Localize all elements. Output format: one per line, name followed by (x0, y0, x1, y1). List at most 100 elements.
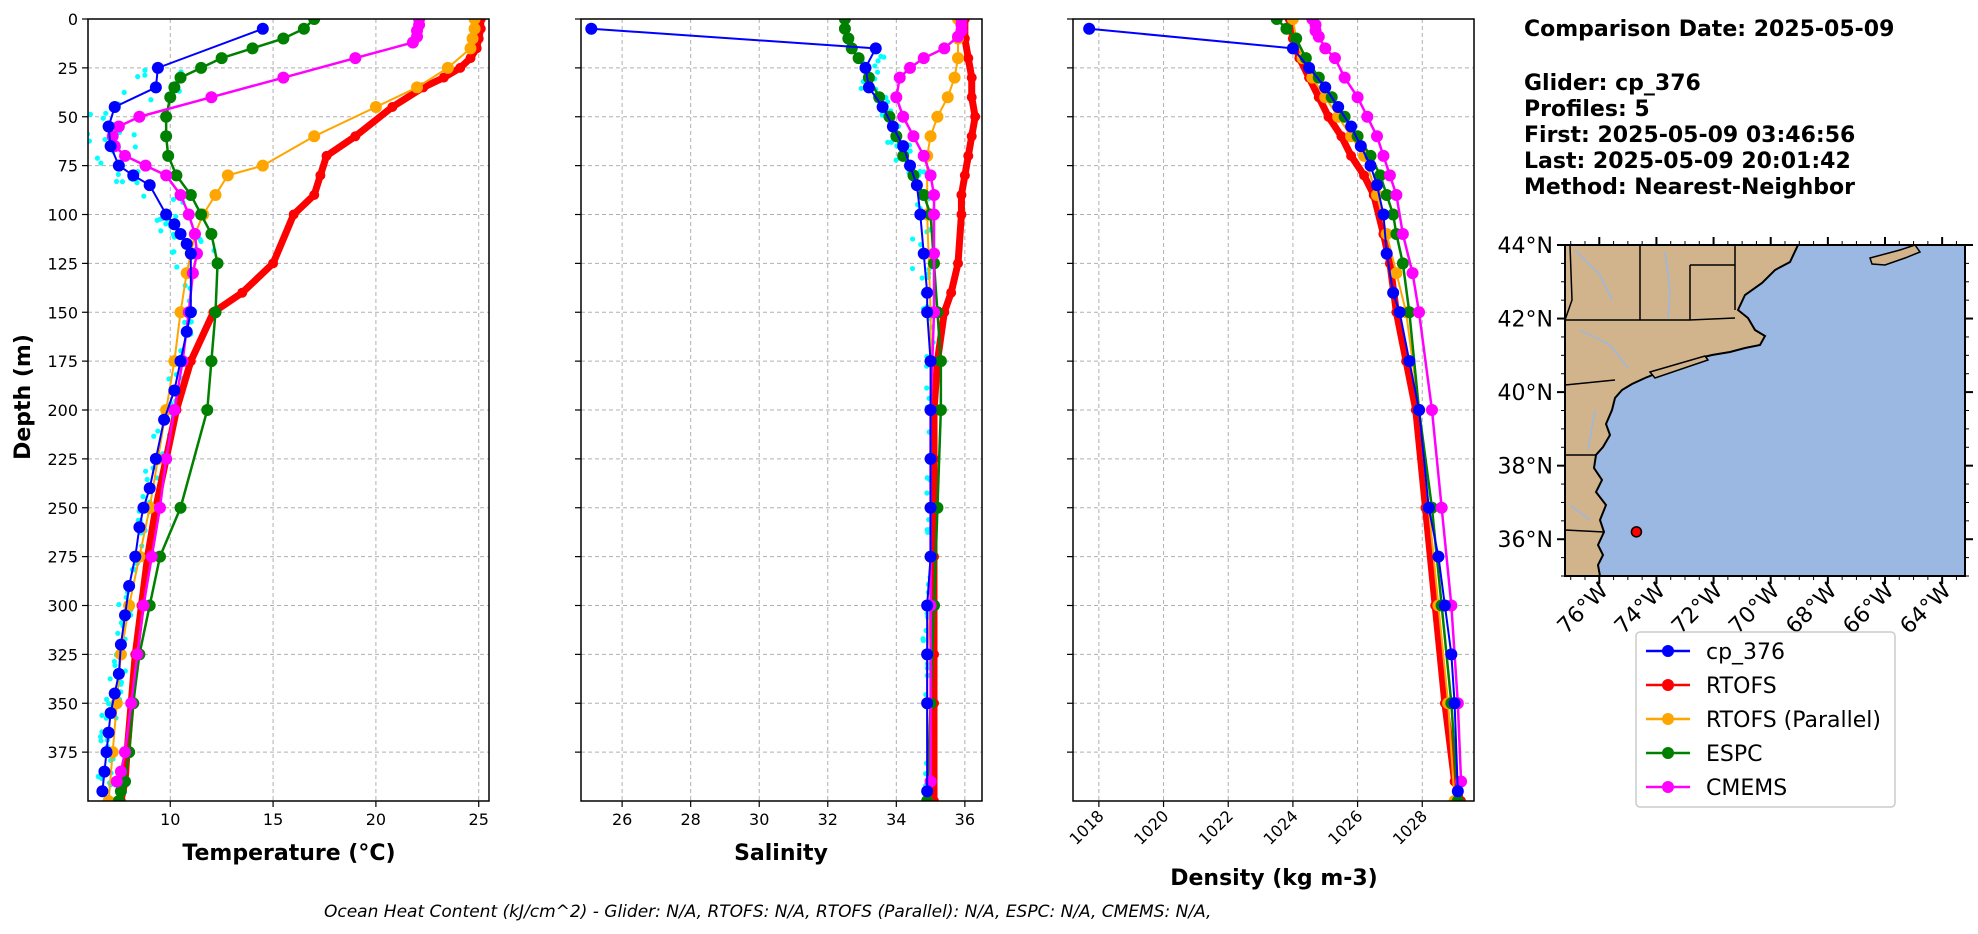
series-point-cp-376 (96, 785, 109, 798)
scatter-point (100, 115, 106, 121)
plot-area-2 (585, 19, 981, 801)
scatter-point (909, 236, 916, 242)
series-point-cp-376 (921, 648, 934, 661)
xlabel-density: Density (kg m-3) (1170, 866, 1378, 891)
series-point-espc (160, 130, 173, 143)
ytick-label: 250 (47, 499, 78, 518)
series-point-cmems (1338, 71, 1351, 84)
series-point-espc (174, 501, 187, 514)
series-point-espc (168, 81, 181, 94)
series-point-rtofs (956, 209, 967, 220)
scatter-point (134, 180, 140, 186)
profile-panels: 10 15 20 2502550751001251501752002252502753… (47, 10, 1475, 849)
scatter-point (170, 231, 176, 238)
series-point-cmems (893, 71, 906, 84)
series-point-espc (917, 188, 930, 201)
series-point-cmems (1370, 130, 1383, 143)
series-point-cp-376 (914, 208, 927, 221)
series-point-cmems (1377, 149, 1390, 162)
series-point-cp-376 (886, 120, 899, 133)
scatter-point (88, 138, 93, 144)
series-point-cp-376 (180, 237, 193, 250)
series-point-cmems (131, 648, 144, 661)
legend-marker-cp-376 (1662, 645, 1674, 657)
ytick-label: 50 (58, 108, 78, 127)
series-point-cp-376 (1403, 355, 1416, 368)
series-point-espc (195, 208, 208, 221)
series-point-cmems (890, 91, 903, 104)
series-line-rtofs (117, 19, 485, 801)
series-point-cmems (349, 52, 362, 65)
info-first: First: 2025-05-09 03:46:56 (1524, 123, 1855, 148)
series-point-cp-376 (100, 746, 113, 759)
xtick-label: 20 (366, 810, 386, 829)
series-point-cp-376 (924, 355, 937, 368)
series-point-cmems (1435, 501, 1448, 514)
series-point-rtofs-parallel- (209, 188, 222, 201)
series-point-rtofs (970, 111, 981, 122)
ytick-label: 25 (58, 59, 78, 78)
series-point-espc (184, 188, 197, 201)
legend-label-cmems: CMEMS (1706, 776, 1787, 801)
series-point-cmems (186, 267, 199, 280)
glider-location-marker (1630, 526, 1643, 538)
scatter-point (97, 734, 104, 740)
xlabel-temperature: Temperature (°C) (182, 841, 395, 866)
series-point-espc (1403, 306, 1416, 319)
series-point-cp-376 (1345, 120, 1358, 133)
scatter-point (924, 385, 930, 391)
ytick-label: 75 (58, 157, 78, 176)
series-point-rtofs (956, 189, 967, 200)
series-point-cmems (1396, 228, 1409, 241)
series-point-cp-376 (1438, 599, 1451, 612)
scatter-point (115, 630, 121, 636)
series-point-cmems (952, 30, 965, 43)
series-point-rtofs-parallel- (1380, 228, 1393, 241)
legend-marker-cmems (1662, 781, 1674, 793)
scatter-point (169, 249, 176, 255)
map-lat-label: 36°N (1498, 528, 1553, 553)
scatter-point (919, 275, 925, 281)
scatter-point (115, 171, 121, 178)
series-point-cmems (928, 247, 941, 260)
series-point-espc (1396, 257, 1409, 270)
series-point-cp-376 (137, 501, 150, 514)
series-point-cp-376 (1286, 42, 1299, 55)
series-line-cp-376 (101, 27, 264, 792)
scatter-point (142, 67, 148, 73)
series-point-espc (153, 550, 166, 563)
series-point-rtofs (288, 209, 299, 220)
series-point-espc (119, 775, 132, 788)
scatter-point (163, 221, 169, 227)
series-point-espc (297, 22, 310, 35)
series-point-espc (845, 42, 858, 55)
series-point-cmems (133, 110, 146, 123)
scatter-point (875, 58, 881, 64)
series-point-espc (873, 91, 886, 104)
series-point-espc (205, 228, 218, 241)
series-point-cp-376 (158, 413, 171, 426)
series-point-cmems (1390, 188, 1403, 201)
series-point-cp-376 (1445, 648, 1458, 661)
series-point-cmems (1328, 52, 1341, 65)
ytick-label: 350 (47, 694, 78, 713)
xtick-label: 1028 (1389, 806, 1431, 848)
series-point-cp-376 (112, 159, 125, 172)
series-point-cp-376 (129, 550, 142, 563)
scatter-point (112, 662, 118, 668)
scatter-point (872, 63, 878, 69)
series-point-cmems (168, 404, 181, 416)
scatter-point (140, 494, 146, 500)
series-point-rtofs-parallel- (952, 52, 965, 65)
series-point-rtofs-parallel- (468, 22, 481, 35)
series-point-cp-376 (1377, 208, 1390, 221)
series-point-espc (1270, 19, 1283, 25)
series-point-cp-376 (1451, 785, 1464, 798)
series-point-rtofs-parallel- (308, 130, 321, 143)
series-point-cp-376 (133, 521, 146, 534)
scatter-point (155, 428, 161, 434)
ytick-label: 225 (47, 450, 78, 469)
info-profiles: Profiles: 5 (1524, 97, 1650, 122)
ytick-label: 200 (47, 401, 78, 420)
ytick-label: 300 (47, 597, 78, 616)
